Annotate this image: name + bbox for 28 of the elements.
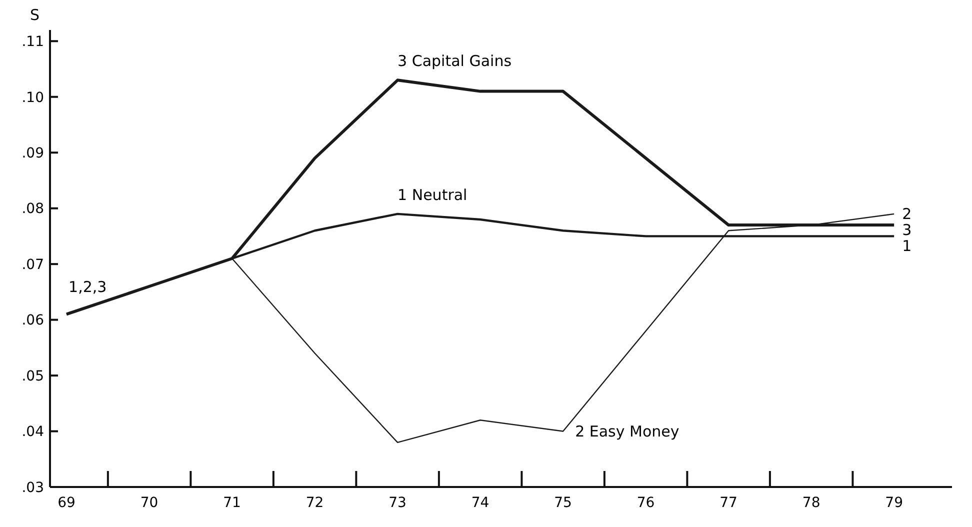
y-tick-label: .04 [22,424,44,440]
y-tick-label: .08 [22,201,44,218]
x-tick-label: 70 [140,495,158,511]
x-tick-label: 71 [223,495,241,511]
y-tick-label: .11 [22,34,44,50]
x-tick-label: 73 [388,495,406,511]
x-tick-label: 72 [306,495,324,511]
y-tick-label: .07 [22,256,44,273]
y-tick-label: .09 [22,146,44,162]
x-tick-label: 69 [58,495,76,511]
series-label: 2 Easy Money [575,422,680,441]
x-tick-label: 77 [720,495,738,511]
y-tick-label: .10 [22,90,44,106]
y-axis-title: S [30,6,40,24]
y-tick-label: .05 [22,368,44,384]
x-tick-label: 74 [471,495,490,511]
annotation: 1,2,3 [68,278,107,296]
x-tick-label: 75 [554,495,572,511]
series-label: 1 Neutral [398,186,468,204]
series-label: 3 Capital Gains [398,52,512,70]
x-tick-label: 78 [802,495,820,511]
y-tick-label: .03 [22,480,44,496]
x-tick-label: 79 [885,495,903,511]
annotation: 1 [902,237,912,256]
annotation: 2 [902,205,912,224]
x-tick-label: 76 [636,495,655,511]
y-tick-label: .06 [22,312,44,329]
annotation: 3 [902,221,912,240]
